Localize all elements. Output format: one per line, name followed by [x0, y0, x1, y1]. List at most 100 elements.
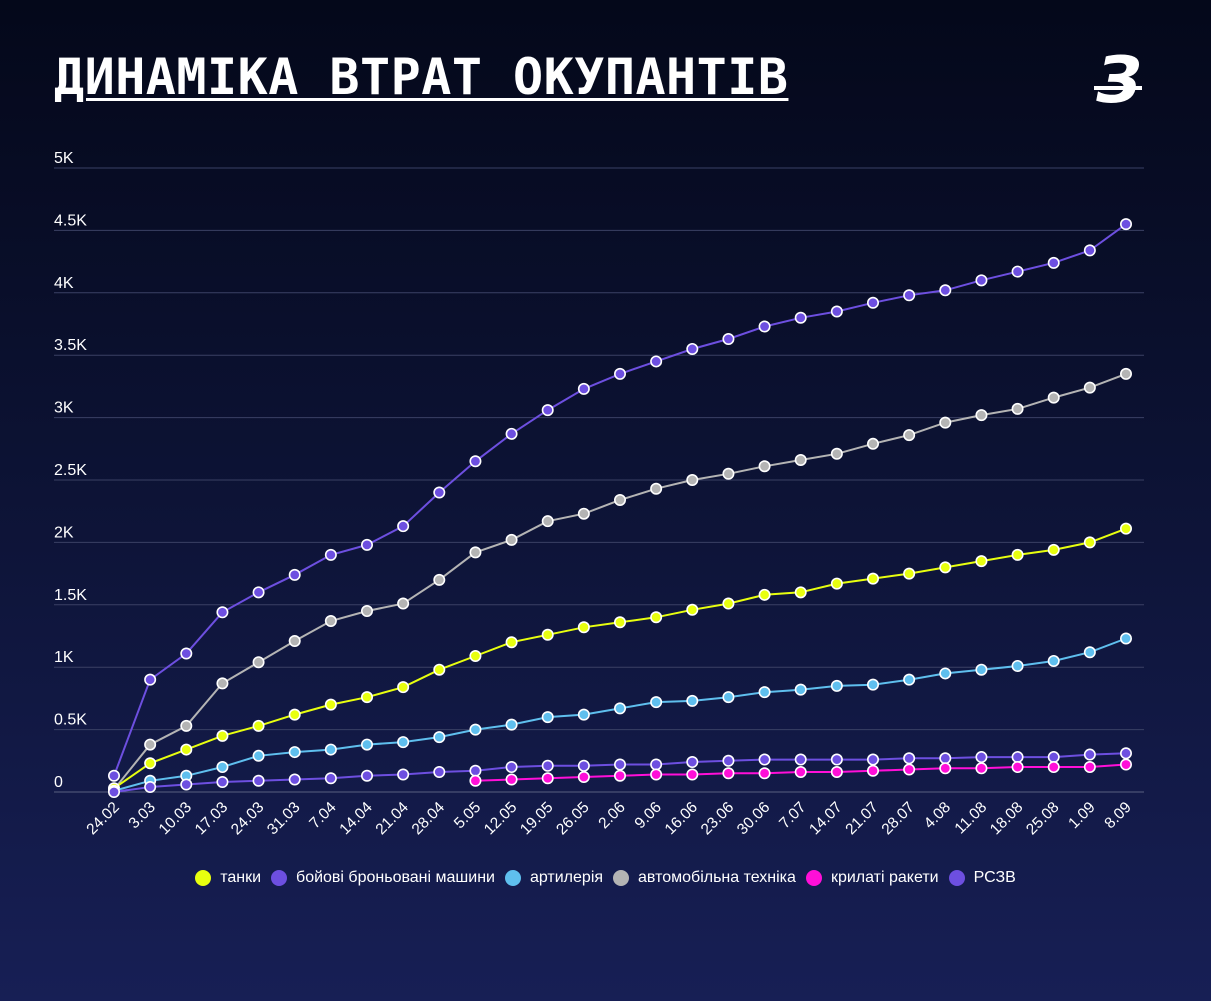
data-point [288, 634, 301, 647]
x-tick-label: 3.03 [126, 799, 159, 832]
data-point [541, 515, 554, 528]
logo-glyph: З [1095, 46, 1141, 112]
data-point [1120, 747, 1133, 760]
data-point [216, 761, 229, 774]
data-point [433, 731, 446, 744]
data-point [794, 586, 807, 599]
legend-label: крилаті ракети [830, 869, 939, 886]
x-tick-label: 14.07 [806, 799, 845, 838]
data-point [433, 573, 446, 586]
data-point [1083, 381, 1096, 394]
legend-label: бойові броньовані машини [296, 869, 495, 886]
data-point [758, 753, 771, 766]
data-point [1083, 536, 1096, 549]
legend-item[interactable]: бойові броньовані машини [271, 869, 495, 887]
legend-label: танки [220, 869, 262, 886]
data-point [397, 681, 410, 694]
data-point [505, 761, 518, 774]
data-point [650, 696, 663, 709]
data-point [288, 568, 301, 581]
data-point [975, 274, 988, 287]
data-point [650, 768, 663, 781]
x-tick-label: 11.08 [952, 799, 991, 838]
data-point [794, 753, 807, 766]
legend-marker [805, 870, 822, 886]
data-point [903, 763, 916, 776]
legend-item[interactable]: крилаті ракети [805, 869, 939, 887]
data-point [1120, 758, 1133, 771]
data-point [144, 781, 157, 794]
x-tick-label: 17.03 [192, 799, 231, 838]
data-point [613, 758, 626, 771]
legend: танки бойові броньовані машини артилерія ав… [0, 869, 1211, 887]
data-point [577, 507, 590, 520]
data-point [794, 766, 807, 779]
legend-item[interactable]: РСЗВ [948, 869, 1016, 887]
data-point [541, 772, 554, 785]
x-tick-label: 19.05 [517, 799, 556, 838]
legend-item[interactable]: автомобільна техніка [613, 869, 796, 887]
data-point [1047, 654, 1060, 667]
data-point [758, 460, 771, 473]
data-point [722, 332, 735, 345]
x-tick-label: 4.08 [921, 799, 954, 832]
page-title: ДИНАМІКА ВТРАТ ОКУПАНТІВ [54, 48, 789, 106]
x-tick-label: 2.06 [595, 799, 628, 832]
data-point [108, 769, 121, 782]
data-point [613, 616, 626, 629]
data-point [866, 437, 879, 450]
data-point [469, 774, 482, 787]
data-point [288, 708, 301, 721]
data-point [1083, 748, 1096, 761]
x-tick-label: 18.08 [987, 799, 1026, 838]
legend-item[interactable]: артилерія [504, 869, 603, 887]
data-point [505, 773, 518, 786]
x-tick-label: 16.06 [662, 799, 701, 838]
data-point [903, 567, 916, 580]
data-point [975, 663, 988, 676]
data-point [469, 455, 482, 468]
y-tick-label: 2.5K [54, 462, 87, 479]
data-point [144, 757, 157, 770]
data-point [903, 673, 916, 686]
data-point [939, 762, 952, 775]
data-point [324, 615, 337, 628]
data-point [758, 686, 771, 699]
data-point [180, 719, 193, 732]
data-point [577, 759, 590, 772]
data-point [252, 586, 265, 599]
y-tick-label: 3K [54, 400, 74, 417]
x-tick-label: 24.03 [228, 799, 267, 838]
x-tick-label: 28.07 [879, 799, 918, 838]
legend-item[interactable]: танки [195, 869, 261, 887]
data-point [686, 473, 699, 486]
x-tick-label: 23.06 [698, 799, 737, 838]
data-point [252, 719, 265, 732]
logo-bar [1094, 86, 1142, 90]
data-point [1011, 659, 1024, 672]
data-point [650, 482, 663, 495]
data-point [650, 758, 663, 771]
data-point [324, 743, 337, 756]
data-point [324, 698, 337, 711]
x-tick-label: 5.05 [451, 799, 484, 832]
grid [54, 167, 1144, 793]
x-tick-label: 25.08 [1023, 799, 1062, 838]
line-chart: 0 0.5K 1K 1.5K 2K 2.5K 3K 3.5K 4K 4.5K 5K 24.02 3.0… [54, 167, 1144, 839]
legend-marker [504, 870, 521, 886]
data-point [360, 738, 373, 751]
data-point [288, 773, 301, 786]
data-point [613, 702, 626, 715]
data-point [577, 708, 590, 721]
logo-mark: З [1094, 44, 1142, 118]
data-point [758, 767, 771, 780]
x-tick-label: 12.05 [481, 799, 520, 838]
data-point [397, 768, 410, 781]
x-tick-label: 28.04 [409, 799, 449, 839]
data-point [1011, 265, 1024, 278]
data-point [1011, 402, 1024, 415]
data-point [180, 743, 193, 756]
data-point [505, 533, 518, 546]
data-point [433, 486, 446, 499]
